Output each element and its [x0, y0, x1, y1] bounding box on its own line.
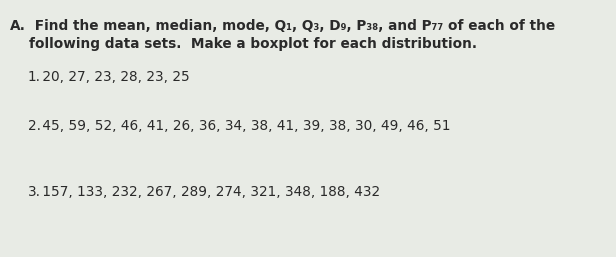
Text: 20, 27, 23, 28, 23, 25: 20, 27, 23, 28, 23, 25: [38, 70, 190, 84]
Text: 1.: 1.: [28, 70, 41, 84]
Text: A.: A.: [10, 19, 26, 33]
Text: 157, 133, 232, 267, 289, 274, 321, 348, 188, 432: 157, 133, 232, 267, 289, 274, 321, 348, …: [38, 185, 380, 199]
Text: 3.: 3.: [28, 185, 41, 199]
Text: 45, 59, 52, 46, 41, 26, 36, 34, 38, 41, 39, 38, 30, 49, 46, 51: 45, 59, 52, 46, 41, 26, 36, 34, 38, 41, …: [38, 119, 450, 133]
Text: following data sets.  Make a boxplot for each distribution.: following data sets. Make a boxplot for …: [10, 37, 477, 51]
Text: 2.: 2.: [28, 119, 41, 133]
Text: Find the mean, median, mode, Q₁, Q₃, D₉, P₃₈, and P₇₇ of each of the: Find the mean, median, mode, Q₁, Q₃, D₉,…: [30, 19, 555, 33]
